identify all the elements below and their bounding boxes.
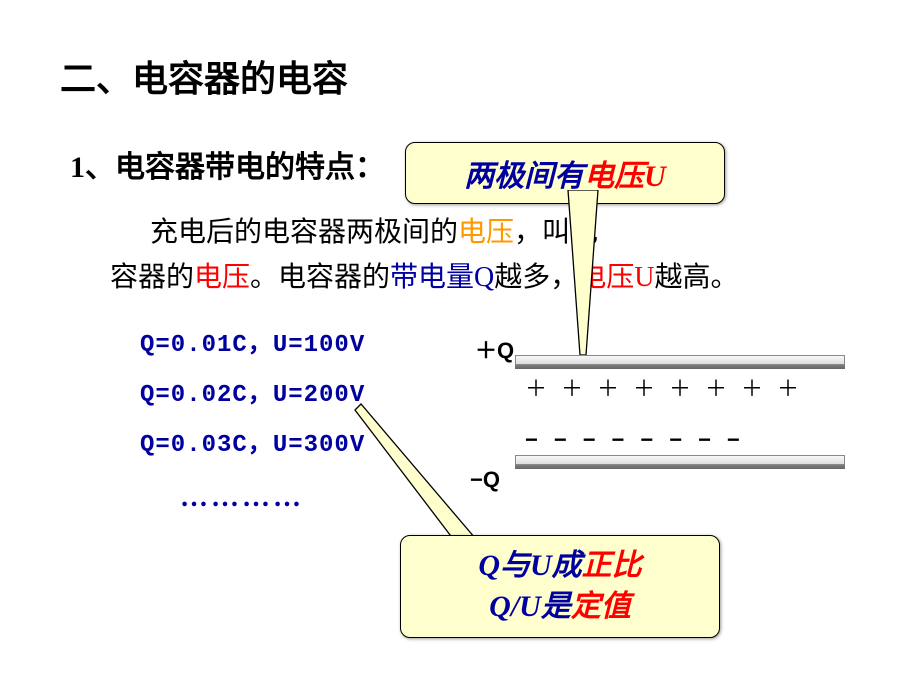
- p-line1-hl: 电压: [458, 217, 514, 248]
- callout-voltage: 两极间有电压U: [405, 142, 725, 204]
- callout1-highlight: 电压U: [584, 160, 666, 193]
- p-line1-pre: 充电后的电容器两极间的: [150, 217, 458, 248]
- p-line2-mid: 。电容器的: [250, 262, 390, 293]
- callout1-prefix: 两极间有: [464, 160, 584, 193]
- callout2-l1-pre: Q与U成: [478, 549, 581, 582]
- callout2-l2-hl: 定值: [571, 590, 631, 623]
- p-line2-mid2: 越多，: [494, 262, 578, 293]
- paragraph: 充电后的电容器两极间的电压，叫电 容器的电压。电容器的带电量Q越多，电压U越高。: [110, 211, 820, 301]
- section-title: 二、电容器的电容: [60, 50, 860, 102]
- callout2-l2-pre: Q/U是: [489, 590, 571, 623]
- callout2-l1-hl: 正比: [582, 549, 642, 582]
- p-line1-post: ，叫电: [514, 217, 598, 248]
- p-line2-hl2: 带电量Q: [390, 262, 494, 293]
- p-line2-hl3: 电压U: [578, 262, 654, 293]
- capacitor-diagram: ＋Q ＋＋＋＋＋＋＋＋ −−−−−−−− −Q: [490, 335, 860, 515]
- negative-charges: −−−−−−−−: [525, 427, 855, 453]
- slide-container: 二、电容器的电容 1、电容器带电的特点： 两极间有电压U 充电后的电容器两极间的…: [0, 0, 920, 690]
- positive-charges: ＋＋＋＋＋＋＋＋: [525, 371, 855, 403]
- bottom-plate: [515, 455, 845, 465]
- positive-q-label: ＋Q: [475, 333, 514, 365]
- top-plate: [515, 355, 845, 365]
- subtitle: 1、电容器带电的特点：: [70, 142, 385, 186]
- negative-q-label: −Q: [470, 467, 500, 493]
- p-line2-end: 越高。: [655, 262, 739, 293]
- p-line2-pre: 容器的: [110, 262, 194, 293]
- callout-ratio: Q与U成正比 Q/U是定值: [400, 535, 720, 638]
- p-line2-hl1: 电压: [194, 262, 250, 293]
